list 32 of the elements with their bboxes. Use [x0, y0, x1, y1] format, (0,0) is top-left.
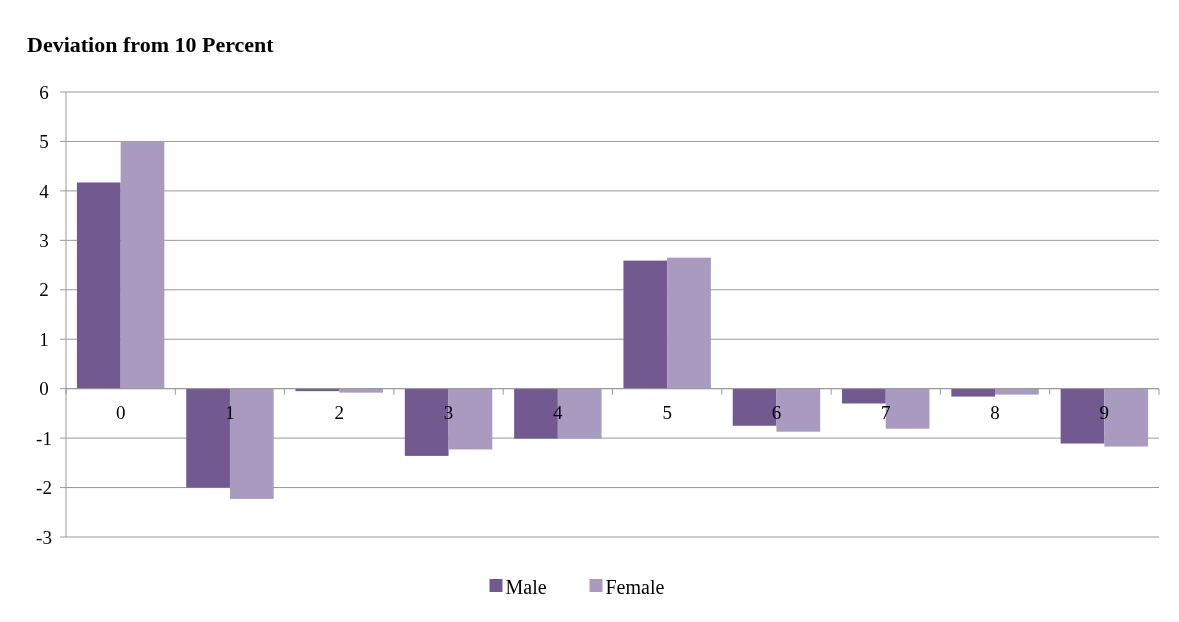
- x-tick-label: 3: [443, 401, 454, 423]
- legend-label: Male: [505, 576, 547, 598]
- y-tick-label: -3: [36, 526, 52, 548]
- bar: [339, 388, 383, 393]
- y-tick-label: 2: [39, 279, 49, 301]
- x-tick-label: 6: [771, 401, 782, 423]
- x-tick-label: 7: [881, 401, 891, 423]
- bar: [951, 388, 996, 397]
- bar: [76, 182, 121, 389]
- bar: [229, 388, 274, 499]
- bar: [120, 141, 165, 389]
- chart-title: Deviation from 10 Percent: [27, 32, 275, 57]
- y-tick-label: -1: [36, 427, 52, 449]
- x-tick-label: 4: [553, 401, 564, 423]
- x-tick-label: 8: [990, 401, 1000, 423]
- y-tick-label: 4: [39, 180, 50, 202]
- bar: [667, 257, 711, 389]
- x-tick-label: 5: [662, 401, 672, 423]
- legend-label: Female: [605, 576, 665, 598]
- bar: [995, 388, 1039, 395]
- y-tick-label: 6: [39, 81, 49, 103]
- x-tick-label: 1: [225, 401, 235, 423]
- y-tick-label: 5: [39, 131, 49, 153]
- y-tick-label: 3: [39, 229, 49, 251]
- y-tick-label: -2: [36, 477, 52, 499]
- x-tick-label: 2: [334, 401, 344, 423]
- x-tick-label: 9: [1099, 401, 1110, 423]
- bar: [623, 260, 668, 389]
- y-tick-label: 1: [39, 328, 49, 350]
- bar: [842, 388, 886, 404]
- x-tick-label: 0: [115, 401, 126, 423]
- y-tick-label: 0: [39, 378, 49, 400]
